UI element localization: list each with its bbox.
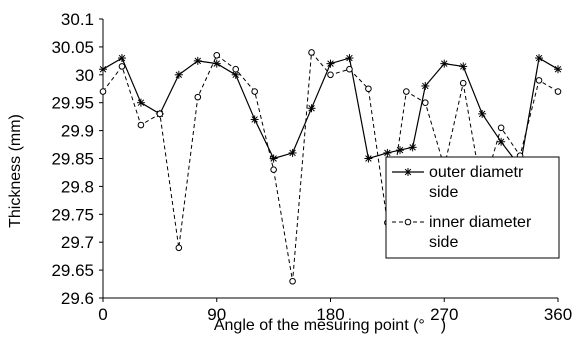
data-point-inner [403,88,410,95]
data-point-outer [117,54,126,63]
x-tick-label: 360 [544,305,572,324]
data-point-outer [326,59,335,68]
data-point-outer [440,59,449,68]
x-tick-label: 270 [430,305,458,324]
data-point-outer [554,65,562,74]
y-tick-label: 29.65 [51,261,94,280]
legend-box [385,156,560,259]
data-point-inner [137,121,145,129]
data-point-inner [327,71,334,79]
data-point-outer [364,154,373,163]
legend-label-outer-line2: side [429,184,458,201]
y-tick-label: 29.8 [61,177,94,196]
legend-marker-asterisk-icon [404,168,412,176]
data-point-outer [307,104,316,113]
data-point-outer [269,154,278,163]
data-point-inner [365,85,372,93]
data-point-outer [136,98,145,107]
legend-label-inner-line1: inner diameter [429,214,532,231]
y-tick-label: 29.9 [61,122,94,141]
data-point-outer [288,148,297,157]
data-point-outer [478,109,487,118]
data-point-outer [99,65,107,74]
data-point-inner [99,88,107,95]
data-point-inner [251,88,258,95]
data-point-inner [497,124,505,132]
data-point-outer [497,137,506,146]
data-point-inner [270,166,277,173]
data-point-inner [535,77,543,84]
data-point-inner [289,277,296,285]
legend-marker-circle-icon [404,218,412,226]
legend-label-inner-line2: side [429,234,458,251]
data-point-outer [535,54,544,63]
x-axis-ticks: 0 90 180 270 360 [98,298,572,324]
y-tick-label: 30.1 [61,10,94,29]
y-tick-label: 29.6 [61,289,94,308]
series-line-outer [102,57,559,169]
data-point-outer [383,148,392,157]
y-tick-label: 29.95 [51,94,94,113]
data-point-inner [156,110,164,118]
y-tick-label: 30 [75,66,94,85]
data-point-inner [421,99,429,106]
y-tick-label: 29.7 [61,233,94,252]
legend-label-outer-line1: outer diametr [429,164,524,181]
data-point-inner [118,63,126,70]
legend: outer diametr side inner diameter side [385,156,560,259]
x-tick-label: 0 [98,305,107,324]
data-point-outer [421,81,430,90]
data-point-outer [459,62,468,71]
data-point-outer [231,70,240,79]
data-point-outer [345,54,354,63]
y-tick-label: 29.75 [51,205,94,224]
data-point-inner [194,93,202,101]
legend-asterisk-glyph [404,168,412,176]
data-point-outer [250,115,259,124]
y-tick-label: 29.85 [51,150,94,169]
data-point-inner [459,79,467,87]
y-axis-ticks: 29.6 29.65 29.7 29.75 29.8 29.85 29.9 29.95 30 30… [51,10,103,308]
data-point-inner [554,88,562,95]
data-point-inner [346,65,353,73]
legend-entry-outer: outer diametr side [392,164,524,201]
data-point-outer [396,146,405,155]
x-tick-label: 90 [207,305,226,324]
data-point-outer [193,56,202,65]
data-point-inner [175,244,183,252]
data-point-inner [232,65,240,73]
y-axis-label: Thickness (mm) [7,114,24,228]
legend-entry-inner: inner diameter side [392,214,532,251]
data-point-outer [408,143,417,152]
data-point-inner [213,51,221,59]
data-point-outer [174,70,183,79]
data-point-outer [212,59,221,68]
x-tick-label: 180 [316,305,344,324]
x-axis-label: Angle of the mesuring point (° ) [214,317,446,334]
y-tick-label: 30.05 [51,38,94,57]
data-point-inner [308,49,315,56]
